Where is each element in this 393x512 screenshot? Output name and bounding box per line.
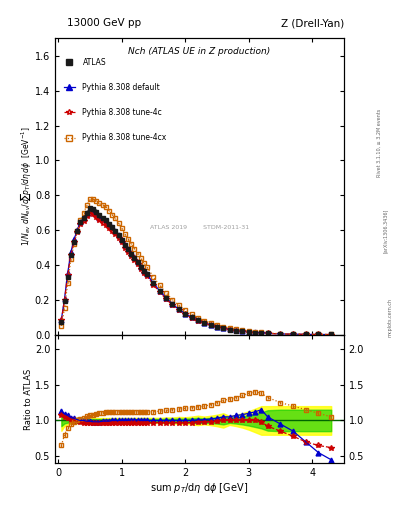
Text: Pythia 8.308 tune-4cx: Pythia 8.308 tune-4cx [83, 133, 167, 142]
Text: Pythia 8.308 tune-4c: Pythia 8.308 tune-4c [83, 108, 162, 117]
Text: Rivet 3.1.10, ≥ 3.2M events: Rivet 3.1.10, ≥ 3.2M events [377, 109, 382, 178]
Text: [arXiv:1306.3436]: [arXiv:1306.3436] [383, 208, 387, 252]
Text: Nch (ATLAS UE in Z production): Nch (ATLAS UE in Z production) [129, 47, 270, 56]
Y-axis label: $1/N_{ev}$ $dN_{ev}/d\!\sum\!p_T/d\eta\,d\phi$  [GeV$^{-1}$]: $1/N_{ev}$ $dN_{ev}/d\!\sum\!p_T/d\eta\,… [19, 126, 33, 246]
Text: Z (Drell-Yan): Z (Drell-Yan) [281, 18, 344, 28]
Text: 13000 GeV pp: 13000 GeV pp [67, 18, 141, 28]
X-axis label: sum $p_T$/d$\eta$ d$\phi$ [GeV]: sum $p_T$/d$\eta$ d$\phi$ [GeV] [151, 481, 248, 495]
Text: mcplots.cern.ch: mcplots.cern.ch [387, 298, 392, 337]
Text: Pythia 8.308 default: Pythia 8.308 default [83, 83, 160, 92]
Text: ATLAS 2019        STDM-2011-31: ATLAS 2019 STDM-2011-31 [150, 225, 249, 230]
Y-axis label: Ratio to ATLAS: Ratio to ATLAS [24, 368, 33, 430]
Text: ATLAS: ATLAS [83, 57, 106, 67]
